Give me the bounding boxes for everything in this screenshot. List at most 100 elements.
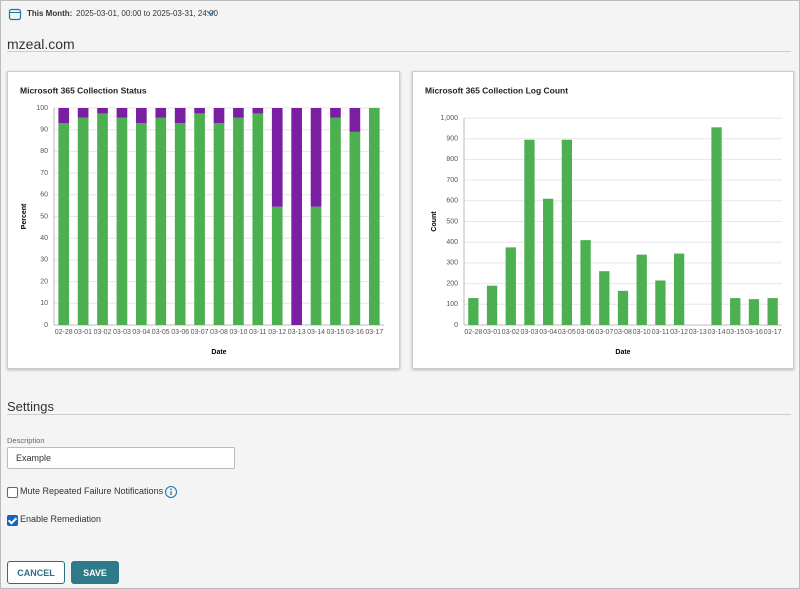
bar: [561, 139, 573, 325]
x-tick-label: 03-03: [521, 329, 539, 336]
bar-segment: [330, 117, 341, 325]
bar-segment: [252, 113, 264, 325]
y-tick-label: 80: [40, 148, 48, 155]
site-name: mzeal.com: [7, 36, 75, 52]
divider: [7, 51, 791, 52]
status-chart: Microsoft 365 Collection Status Percent Da…: [7, 71, 400, 369]
x-tick-label: 03-10: [229, 329, 247, 336]
y-tick-label: 30: [40, 257, 48, 264]
log-count-chart: Microsoft 365 Collection Log Count Count D…: [412, 71, 794, 369]
y-tick-label: 100: [36, 105, 48, 112]
bar-segment: [291, 108, 302, 325]
bar: [599, 271, 610, 325]
bar-segment: [136, 108, 147, 124]
y-tick-label: 700: [446, 177, 458, 184]
x-tick-label: 03-16: [346, 329, 364, 336]
x-tick-label: 03-08: [210, 329, 228, 336]
bar-segment: [77, 108, 89, 118]
bar-segment: [58, 123, 70, 325]
x-tick-label: 03-02: [502, 329, 520, 336]
y-tick-label: 60: [40, 192, 48, 199]
x-tick-label: 03-13: [689, 329, 707, 336]
bar: [767, 298, 778, 325]
period-dropdown[interactable]: [206, 9, 215, 17]
checkbox-label: Enable Remediation: [20, 514, 102, 524]
x-tick-label: 03-05: [558, 329, 576, 336]
y-tick-label: 10: [40, 300, 48, 307]
x-tick-label: 03-07: [191, 329, 209, 336]
x-tick-label: 03-16: [745, 329, 763, 336]
bar-segment: [174, 123, 186, 325]
bar-segment: [271, 108, 283, 207]
bar-segment: [174, 108, 186, 124]
y-tick-label: 200: [446, 280, 458, 287]
bar: [524, 139, 535, 325]
x-tick-label: 03-14: [708, 329, 726, 336]
divider: [7, 414, 791, 415]
y-tick-label: 300: [446, 260, 458, 267]
y-tick-label: 500: [446, 218, 458, 225]
bar-segment: [330, 108, 341, 118]
bar-segment: [97, 108, 108, 114]
bar-segment: [349, 131, 361, 325]
chart-title: Microsoft 365 Collection Log Count: [425, 85, 568, 95]
y-axis-label: Percent: [21, 203, 28, 229]
bar: [468, 298, 479, 325]
y-tick-label: 90: [40, 127, 48, 134]
x-tick-label: 03-17: [764, 329, 782, 336]
x-axis-label: Date: [615, 349, 630, 356]
bar: [505, 247, 516, 325]
bar: [636, 254, 647, 325]
x-tick-label: 03-12: [268, 329, 286, 336]
x-tick-label: 03-15: [726, 329, 744, 336]
y-tick-label: 40: [40, 235, 48, 242]
x-tick-label: 03-01: [483, 329, 501, 336]
y-tick-label: 50: [40, 213, 48, 220]
bar-segment: [310, 108, 322, 207]
checkbox[interactable]: [7, 487, 18, 498]
checkbox[interactable]: [7, 515, 18, 526]
x-tick-label: 03-04: [132, 329, 150, 336]
x-tick-label: 03-11: [249, 329, 266, 336]
x-axis-label: Date: [211, 349, 226, 356]
description-input[interactable]: Example: [7, 447, 235, 469]
settings-title: Settings: [7, 399, 54, 414]
x-tick-label: 02-28: [464, 329, 482, 336]
x-tick-label: 03-14: [307, 329, 325, 336]
y-tick-label: 20: [40, 278, 48, 285]
y-tick-label: 1,000: [440, 115, 458, 122]
y-tick-label: 400: [446, 239, 458, 246]
calendar-icon[interactable]: [8, 7, 22, 21]
x-tick-label: 03-13: [288, 329, 306, 336]
y-tick-label: 100: [446, 301, 458, 308]
period-label: This Month:: [27, 9, 73, 18]
bar-segment: [310, 206, 322, 325]
info-icon[interactable]: [164, 485, 178, 499]
bar: [673, 253, 685, 325]
y-tick-label: 70: [40, 170, 48, 177]
bar-segment: [349, 108, 361, 132]
period-range: 2025-03-01, 00:00 to 2025-03-31, 24:00: [76, 9, 218, 18]
x-tick-label: 03-02: [94, 329, 112, 336]
save-button[interactable]: SAVE: [71, 561, 119, 584]
bar-segment: [252, 108, 264, 114]
bar-segment: [233, 108, 244, 118]
bar-segment: [77, 117, 89, 325]
y-tick-label: 0: [44, 322, 48, 329]
bar-segment: [155, 108, 167, 118]
bar-segment: [97, 113, 108, 325]
x-tick-label: 03-07: [595, 329, 613, 336]
bar-segment: [155, 117, 167, 325]
cancel-button[interactable]: CANCEL: [7, 561, 65, 584]
x-tick-label: 03-03: [113, 329, 131, 336]
bar-segment: [233, 117, 244, 325]
x-tick-label: 03-15: [327, 329, 345, 336]
x-tick-label: 03-06: [577, 329, 595, 336]
y-tick-label: 800: [446, 156, 458, 163]
x-tick-label: 03-04: [539, 329, 557, 336]
x-tick-label: 03-08: [614, 329, 632, 336]
bar-segment: [58, 108, 70, 124]
x-tick-label: 03-12: [670, 329, 688, 336]
x-tick-label: 03-17: [365, 329, 383, 336]
bar: [730, 298, 741, 325]
